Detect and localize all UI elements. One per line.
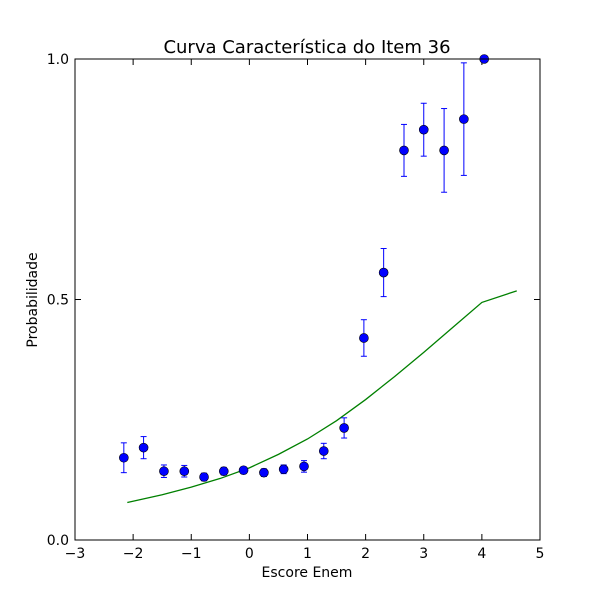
data-point xyxy=(259,467,269,478)
x-tick-label: 0 xyxy=(245,546,254,562)
data-point xyxy=(199,472,209,482)
data-point xyxy=(299,461,309,472)
data-point xyxy=(119,452,129,463)
model-curve-layer xyxy=(127,290,517,504)
y-tick-label: 1.0 xyxy=(47,52,69,68)
data-point xyxy=(399,145,409,156)
x-axis-label: Escore Enem xyxy=(262,565,353,581)
y-tick-label: 0.0 xyxy=(47,533,69,549)
plot-frame xyxy=(74,58,541,541)
plot-area-layer xyxy=(75,59,540,540)
data-point xyxy=(459,114,469,124)
data-point xyxy=(318,446,329,456)
data-point xyxy=(439,145,449,156)
axis-ticks-layer: −3 −2 −1 0 1 2 3 4 5 0.0 0.5 1.0 xyxy=(47,52,545,562)
data-point xyxy=(418,124,429,135)
data-point xyxy=(359,333,369,343)
data-point xyxy=(159,466,169,477)
data-point xyxy=(179,466,190,477)
data-points-layer xyxy=(119,54,490,482)
x-tick-label: 5 xyxy=(536,546,545,562)
x-tick-label: −1 xyxy=(181,546,202,562)
data-point xyxy=(278,464,289,475)
y-axis-label: Probabilidade xyxy=(25,252,41,347)
x-tick-label: −3 xyxy=(65,546,86,562)
x-tick-label: −2 xyxy=(123,546,144,562)
data-point xyxy=(219,466,229,477)
data-point xyxy=(339,423,349,433)
x-tick-label: 1 xyxy=(303,546,312,562)
data-point xyxy=(238,465,249,476)
plot-frame-layer xyxy=(74,58,541,541)
x-tick-label: 4 xyxy=(477,546,486,562)
data-point xyxy=(138,442,149,453)
model-curve-line xyxy=(127,290,517,504)
data-point xyxy=(378,267,389,278)
y-tick-label: 0.5 xyxy=(47,293,69,309)
chart-title: Curva Característica do Item 36 xyxy=(163,37,450,58)
plot-background xyxy=(75,59,540,540)
x-tick-label: 2 xyxy=(361,546,370,562)
x-tick-label: 3 xyxy=(419,546,428,562)
